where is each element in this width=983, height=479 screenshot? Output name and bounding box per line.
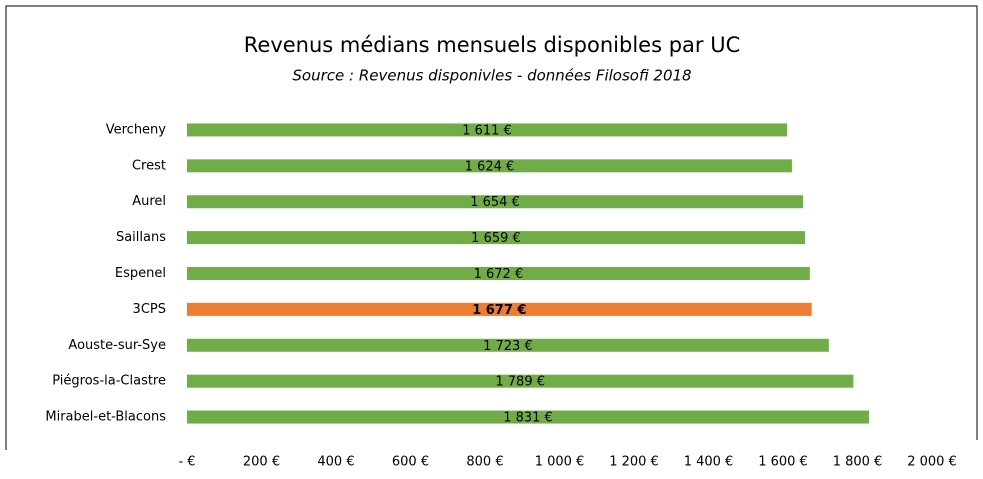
- y-tick-label: 3CPS: [133, 302, 166, 317]
- y-tick-label: Mirabel-et-Blacons: [45, 410, 166, 425]
- y-tick-label: Vercheny: [106, 122, 167, 137]
- bar: [187, 195, 804, 209]
- bar: [187, 338, 829, 352]
- x-tick-label: 1 200 €: [609, 455, 659, 470]
- chart-title: Revenus médians mensuels disponibles par…: [244, 33, 740, 57]
- frame: [5, 5, 978, 450]
- y-tick-label: Saillans: [116, 230, 166, 245]
- value-label: 1 672 €: [474, 267, 524, 282]
- x-tick-label: 1 000 €: [535, 455, 585, 470]
- y-tick-label: Piégros-la-Clastre: [52, 374, 166, 389]
- x-tick-label: 1 800 €: [833, 455, 883, 470]
- value-label: 1 654 €: [470, 195, 520, 210]
- value-label: 1 624 €: [465, 159, 515, 174]
- value-label: 1 611 €: [462, 123, 512, 138]
- y-tick-label: Aurel: [132, 194, 166, 209]
- y-tick-label: Espenel: [115, 266, 166, 281]
- x-tick-label: - €: [178, 455, 195, 470]
- x-tick-label: 800 €: [466, 455, 503, 470]
- x-tick-label: 1 400 €: [684, 455, 734, 470]
- bar: [187, 302, 812, 316]
- x-tick-label: 200 €: [243, 455, 280, 470]
- value-label: 1 789 €: [495, 375, 545, 390]
- bar: [187, 267, 810, 280]
- value-label: 1 723 €: [483, 339, 533, 354]
- bar: [187, 123, 788, 137]
- x-tick-label: 600 €: [392, 455, 429, 470]
- value-label: 1 659 €: [471, 231, 521, 246]
- y-tick-label: Crest: [132, 158, 166, 173]
- x-tick-label: 1 600 €: [758, 455, 808, 470]
- bar: [187, 159, 792, 173]
- value-label: 1 831 €: [503, 411, 553, 426]
- bar: [187, 410, 870, 424]
- chart-subtitle: Source : Revenus disponivles - données F…: [292, 67, 691, 85]
- x-tick-label: 400 €: [317, 455, 354, 470]
- value-label: 1 677 €: [472, 303, 526, 318]
- y-tick-label: Aouste-sur-Sye: [68, 338, 166, 353]
- bar: [187, 231, 805, 245]
- bar: [187, 374, 854, 388]
- x-tick-label: 2 000 €: [907, 455, 957, 470]
